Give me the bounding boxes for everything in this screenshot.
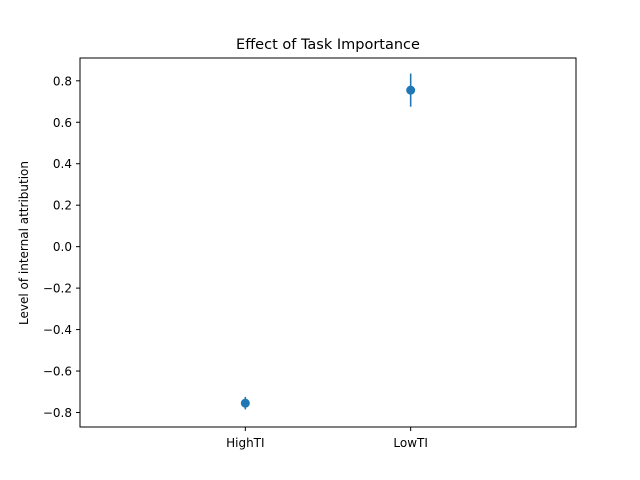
y-tick-label: 0.0 (53, 240, 72, 254)
y-ticks: 0.8 0.6 0.4 0.2 0.0 −0.2 −0.4 −0.6 −0.8 (43, 74, 80, 420)
x-ticks: HighTI LowTI (226, 427, 428, 450)
y-tick-label: 0.4 (53, 157, 72, 171)
plot-area-frame (79, 57, 577, 428)
x-tick-label: LowTI (393, 436, 428, 450)
y-tick-label: 0.2 (53, 199, 72, 213)
y-tick-label: 0.8 (53, 74, 72, 88)
y-axis-label: Level of internal attribution (17, 161, 31, 325)
data-marks (240, 73, 416, 410)
chart-title: Effect of Task Importance (236, 37, 420, 53)
y-tick-label: −0.8 (43, 406, 72, 420)
y-tick-label: 0.6 (53, 116, 72, 130)
data-point (406, 85, 416, 95)
y-tick-label: −0.6 (43, 365, 72, 379)
y-tick-label: −0.2 (43, 282, 72, 296)
y-tick-label: −0.4 (43, 323, 72, 337)
x-tick-label: HighTI (226, 436, 264, 450)
data-point (240, 398, 250, 408)
